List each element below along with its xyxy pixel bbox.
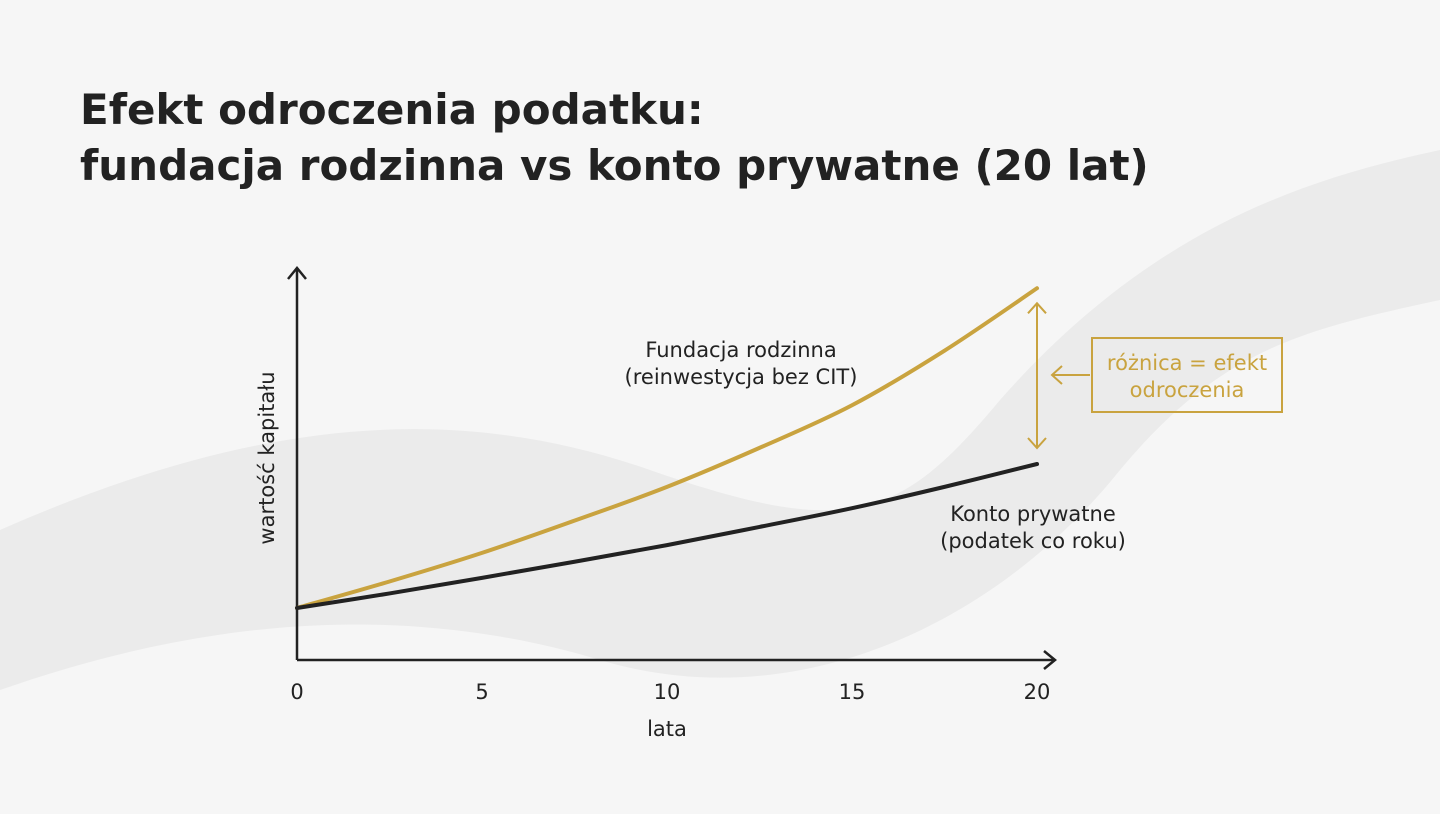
x-axis-label: lata (647, 717, 687, 741)
series-note: (podatek co roku) (940, 529, 1126, 553)
annotation-line: różnica = efekt (1107, 351, 1267, 375)
x-tick-label: 5 (475, 680, 488, 704)
series-label: Konto prywatne (950, 502, 1116, 526)
x-tick-label: 0 (290, 680, 303, 704)
x-tick-label: 10 (654, 680, 681, 704)
series-line (295, 462, 1039, 611)
title-line-1: Efekt odroczenia podatku: (80, 85, 704, 134)
series-label: Fundacja rodzinna (645, 338, 836, 362)
axes (287, 266, 1057, 670)
annotation-line: odroczenia (1130, 378, 1245, 402)
difference-arrow-head (1027, 437, 1047, 450)
annotation-arrow (1050, 365, 1090, 385)
series-note: (reinwestycja bez CIT) (625, 365, 858, 389)
title-line-2: fundacja rodzinna vs konto prywatne (20 … (80, 141, 1149, 190)
x-tick-label: 20 (1024, 680, 1051, 704)
background-wave (0, 150, 1440, 690)
annotation-box (1091, 337, 1283, 413)
series-line (295, 286, 1039, 611)
y-axis-label: wartość kapitału (255, 371, 279, 544)
difference-arrow-head (1027, 301, 1047, 314)
x-tick-label: 15 (839, 680, 866, 704)
